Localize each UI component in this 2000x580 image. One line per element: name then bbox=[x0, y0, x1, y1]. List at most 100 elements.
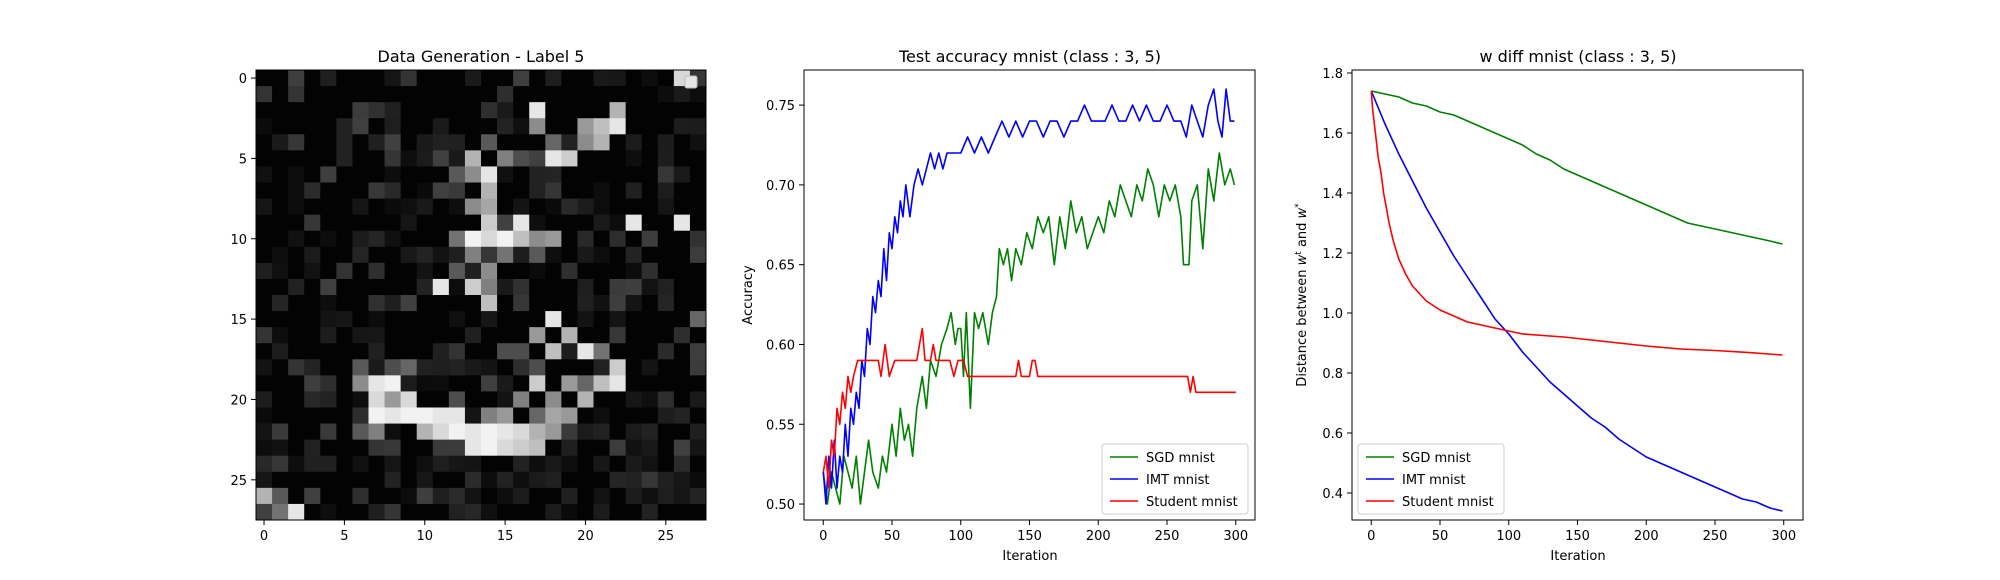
heatmap-cell bbox=[448, 230, 466, 248]
heatmap-cell bbox=[352, 134, 369, 151]
heatmap-cell bbox=[432, 230, 450, 248]
heatmap-cell bbox=[657, 278, 675, 296]
heatmap-cell bbox=[673, 86, 691, 103]
heatmap-cell bbox=[304, 262, 321, 280]
heatmap-cell bbox=[689, 455, 707, 473]
accuracy-series-line-student bbox=[822, 327, 1236, 489]
heatmap-cell bbox=[448, 118, 466, 135]
heatmap-cell bbox=[577, 118, 594, 135]
heatmap-cell bbox=[432, 471, 450, 489]
heatmap-cell bbox=[336, 407, 353, 424]
heatmap-cell bbox=[657, 70, 675, 87]
heatmap-cell bbox=[689, 198, 707, 216]
heatmap-cell bbox=[368, 311, 385, 328]
heatmap-cell bbox=[320, 407, 337, 424]
heatmap-cell bbox=[529, 471, 546, 489]
heatmap-cell bbox=[657, 311, 675, 328]
heatmap-cell bbox=[304, 102, 321, 119]
heatmap-cell bbox=[561, 86, 578, 103]
heatmap-cell bbox=[352, 455, 369, 473]
heatmap-cell bbox=[304, 327, 321, 344]
heatmap-cell bbox=[545, 375, 562, 392]
heatmap-cell bbox=[577, 503, 594, 521]
heatmap-cell bbox=[384, 311, 402, 328]
heatmap-cell bbox=[336, 503, 353, 521]
heatmap-cell bbox=[673, 295, 691, 312]
heatmap-cell bbox=[352, 70, 369, 87]
heatmap-cell bbox=[256, 230, 273, 248]
heatmap-cell bbox=[368, 391, 385, 408]
heatmap-cell bbox=[593, 134, 610, 151]
heatmap-cell bbox=[352, 359, 369, 376]
heatmap-cell bbox=[513, 118, 530, 135]
heatmap-cell bbox=[609, 439, 627, 457]
heatmap-cell bbox=[448, 327, 466, 344]
heatmap-cell bbox=[272, 198, 289, 216]
heatmap-cell bbox=[416, 439, 434, 457]
heatmap-cell bbox=[320, 439, 337, 457]
heatmap-cell bbox=[593, 182, 610, 199]
heatmap-cell bbox=[673, 343, 691, 360]
heatmap-cell bbox=[481, 375, 498, 392]
heatmap-cell bbox=[416, 198, 434, 216]
heatmap-cell bbox=[497, 439, 514, 457]
heatmap-cell bbox=[448, 471, 466, 489]
heatmap-xtick-label: 10 bbox=[416, 529, 433, 544]
heatmap-cell bbox=[320, 391, 337, 408]
heatmap-cell bbox=[673, 327, 691, 344]
heatmap-cell bbox=[657, 439, 675, 457]
heatmap-cell bbox=[400, 86, 418, 103]
heatmap-cell bbox=[320, 102, 337, 119]
heatmap-cell bbox=[481, 262, 498, 280]
heatmap-cell bbox=[497, 487, 514, 505]
heatmap-cell bbox=[497, 327, 514, 344]
heatmap-cell bbox=[272, 246, 289, 264]
heatmap-cell bbox=[304, 278, 321, 296]
heatmap-cell bbox=[400, 391, 418, 408]
heatmap-cell bbox=[448, 246, 466, 264]
heatmap-cell bbox=[304, 471, 321, 489]
heatmap-cell bbox=[272, 295, 289, 312]
heatmap-cell bbox=[432, 86, 450, 103]
heatmap-cell bbox=[384, 471, 402, 489]
heatmap-cell bbox=[529, 198, 546, 216]
heatmap-cell bbox=[448, 311, 466, 328]
heatmap-cell bbox=[352, 487, 369, 505]
heatmap-cell bbox=[272, 311, 289, 328]
heatmap-cell bbox=[593, 214, 610, 232]
heatmap-cell bbox=[529, 166, 546, 183]
heatmap-cell bbox=[545, 198, 562, 216]
heatmap-cell bbox=[689, 262, 707, 280]
heatmap-cell bbox=[336, 70, 353, 87]
wdiff-xtick-label: 0 bbox=[1367, 529, 1375, 544]
heatmap-cell bbox=[577, 86, 594, 103]
heatmap-cell bbox=[400, 343, 418, 360]
heatmap-cell bbox=[577, 391, 594, 408]
heatmap-cell bbox=[657, 246, 675, 264]
heatmap-cell bbox=[320, 246, 337, 264]
heatmap-cell bbox=[336, 246, 353, 264]
heatmap-title: Data Generation - Label 5 bbox=[378, 47, 585, 66]
heatmap-cell bbox=[464, 503, 482, 521]
wdiff-legend-label-sgd: SGD mnist bbox=[1402, 451, 1471, 466]
heatmap-cell bbox=[673, 407, 691, 424]
heatmap-cell bbox=[416, 311, 434, 328]
heatmap-cell bbox=[416, 86, 434, 103]
heatmap-cell bbox=[384, 487, 402, 505]
heatmap-cell bbox=[561, 359, 578, 376]
heatmap-xtick-label: 0 bbox=[260, 529, 268, 544]
heatmap-cell bbox=[464, 407, 482, 424]
heatmap-cell bbox=[416, 246, 434, 264]
wdiff-ytick-label: 0.8 bbox=[1322, 367, 1343, 382]
heatmap-cell bbox=[689, 375, 707, 392]
heatmap-cell bbox=[432, 198, 450, 216]
heatmap-cell bbox=[545, 407, 562, 424]
heatmap-cell bbox=[561, 423, 578, 441]
heatmap-xtick-label: 15 bbox=[497, 529, 514, 544]
heatmap-cell bbox=[336, 198, 353, 216]
heatmap-cell bbox=[513, 455, 530, 473]
heatmap-cell bbox=[497, 166, 514, 183]
heatmap-cell bbox=[288, 311, 305, 328]
heatmap-cell bbox=[689, 230, 707, 248]
heatmap-cell bbox=[464, 150, 482, 167]
